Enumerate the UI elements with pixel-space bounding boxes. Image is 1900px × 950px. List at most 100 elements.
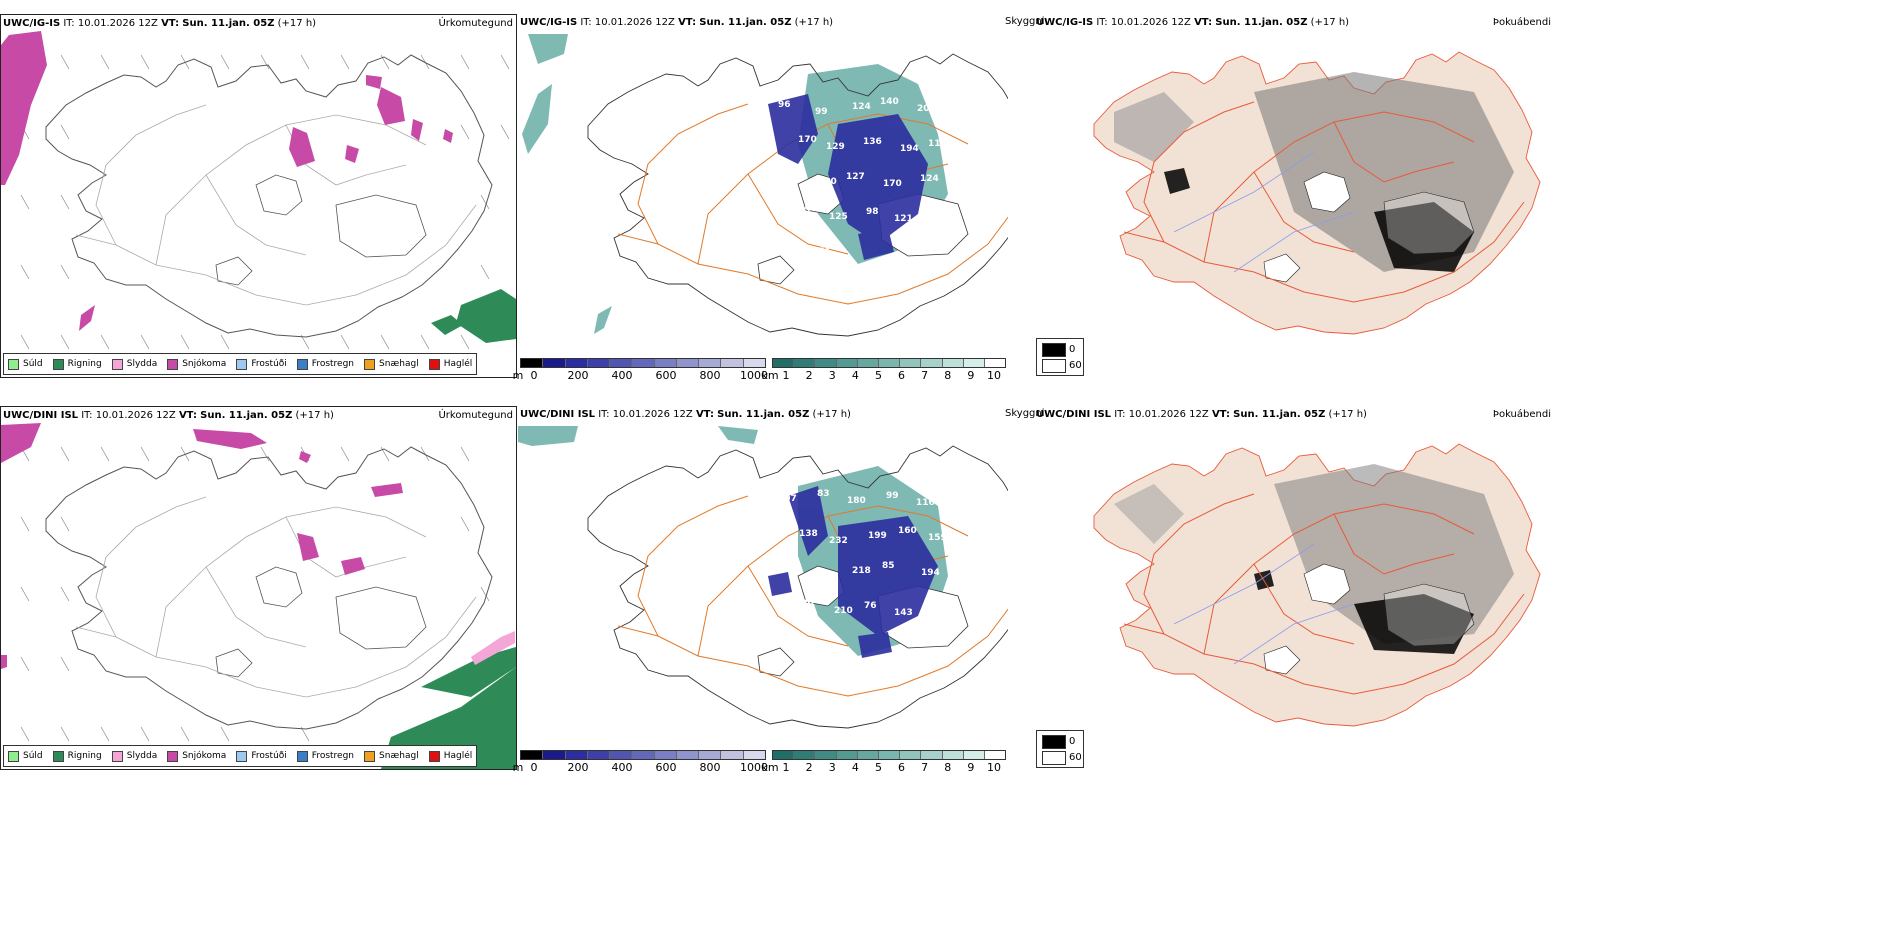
colorbar-cell [773,751,795,759]
snow-height-label: 220 [818,177,837,187]
map-header: UWC/DINI ISL IT: 10.01.2026 12Z VT: Sun.… [3,410,334,421]
snow-height-label: 199 [868,531,887,541]
snow-height-label: 207 [778,494,797,504]
snow-height-label: 124 [852,102,871,112]
colorbar-cell [921,751,943,759]
visibility-colorbar: km 1 2 3 4 5 6 7 8 9 10 [761,750,1006,774]
snow-height-label: 99 [886,491,899,501]
snow-height-label: 209 [792,205,811,215]
colorbar-cell [900,359,922,367]
colorbar-cell [676,751,700,759]
colorbar-cell [721,751,744,759]
colorbar-cell [836,359,858,367]
legend-swatch [296,750,308,762]
colorbar-cell [963,751,985,759]
legend-swatch [236,358,248,370]
colorbar-cell [815,751,837,759]
colorbar-tick: 3 [828,369,836,382]
legend-item: Snæhagl [364,750,419,762]
colorbar-tick: 5 [874,761,882,774]
colorbar-cell [676,359,700,367]
legend-label: Súld [23,359,43,369]
snow-height-label: 124 [920,174,939,184]
colorbar-tick: 0 [530,761,538,774]
legend-swatch [111,358,123,370]
colorbar-cell [857,751,879,759]
colorbar-tick: 1000 [740,761,768,774]
map-header: UWC/DINI ISL IT: 10.01.2026 12Z VT: Sun.… [520,409,851,420]
legend-swatch [167,750,179,762]
legend-swatch [428,358,440,370]
map-title: Úrkomutegund [438,18,513,29]
visibility-colorbar: km 1 2 3 4 5 6 7 8 9 10 [761,358,1006,382]
colorbar-cell [699,359,722,367]
legend-label: Rigning [67,359,102,369]
colorbar-cell [721,359,744,367]
colorbar-cell [654,751,677,759]
colorbar-tick: 10 [987,369,1001,382]
snow-height-label: 136 [863,137,882,147]
colorbar-cell [857,359,879,367]
legend-swatch [52,750,64,762]
snow-height-label: 96 [778,100,791,110]
colorbar-tick: 800 [699,369,721,382]
legend-item: Frostúði [236,750,287,762]
colorbar-cell [984,359,1006,367]
legend-label: Snæhagl [379,359,419,369]
colorbar-cell [794,751,816,759]
snow-height-label: 98 [866,207,879,217]
snow-height-label: 129 [826,142,845,152]
colorbar-cell [543,359,566,367]
snow-height-label: 159 [928,533,947,543]
height-colorbar: m 0 200 400 600 800 1000 [513,358,768,382]
colorbar-tick: 8 [944,761,952,774]
map-title: Þokuábendi [1492,17,1551,28]
snow-height-label: 151 [812,247,831,257]
legend-label: Frostregn [311,359,355,369]
legend-label: Rigning [67,751,102,761]
colorbar-cell [878,359,901,367]
legend-item: Súld [8,750,43,762]
colorbar-cell [900,751,922,759]
colorbar-tick: 200 [567,761,589,774]
snow-height-label: 160 [898,526,917,536]
colorbar-tick: 200 [567,369,589,382]
legend-label: Snjókoma [182,359,227,369]
legend-swatch [52,358,64,370]
colorbar-cell [773,359,795,367]
colorbar-cell [521,359,544,367]
colorbar-cell [743,751,765,759]
snow-height-label: 180 [847,496,866,506]
precip-type-map-top: UWC/IG-IS IT: 10.01.2026 12Z VT: Sun. 11… [0,14,517,378]
legend-item: Frostúði [236,358,287,370]
snow-height-visibility-map-bottom: UWC/DINI ISL IT: 10.01.2026 12Z VT: Sun.… [513,406,1045,774]
colorbar-tick: 600 [655,761,677,774]
snow-height-label: 114 [933,603,952,613]
fog-map-svg [1093,51,1541,335]
precip-type-legend: Súld Rigning Slydda Snjókoma Frostúði Frostre… [3,353,478,375]
colorbar-tick: 2 [805,369,813,382]
snow-height-label: 138 [799,529,818,539]
snow-height-label: 99 [815,107,828,117]
precip-map-svg [1,423,516,769]
snow-vis-map-svg: 207 83 180 99 116 138 232 199 160 159 255 252 218 85 1… [518,426,1008,729]
colorbar-cell [921,359,943,367]
legend-swatch [111,750,123,762]
legend-swatch [236,750,248,762]
fog-map-top: UWC/IG-IS IT: 10.01.2026 12Z VT: Sun. 11… [1034,14,1554,354]
precip-map-svg [1,31,516,350]
snow-height-label: 121 [894,214,913,224]
colorbar-tick: 6 [898,369,906,382]
fog-legend-bottom: 0 60 [1036,730,1084,768]
map-title: Þokuábendi [1492,409,1551,420]
visibility-title: Skyggni [1005,408,1045,419]
colorbar-cell [743,359,765,367]
colorbar-tick: 400 [611,369,633,382]
legend-item: Haglél [428,358,472,370]
colorbar-tick: 4 [851,761,859,774]
snow-height-label: 116 [916,498,935,508]
map-header: UWC/IG-IS IT: 10.01.2026 12Z VT: Sun. 11… [3,18,317,29]
precip-type-legend: Súld Rigning Slydda Snjókoma Frostúði Frostre… [3,745,478,767]
colorbar-cell [587,751,611,759]
colorbar-cell [878,751,901,759]
